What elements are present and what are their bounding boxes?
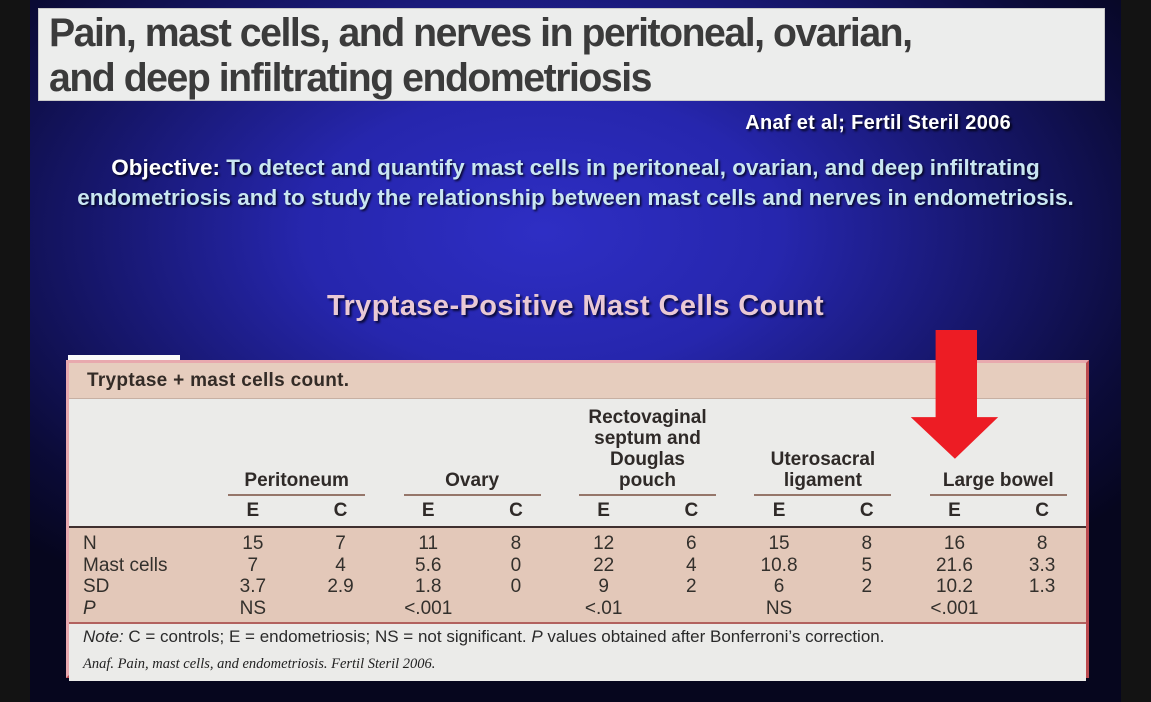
- group-peritoneum: Peritoneum: [209, 399, 384, 496]
- slide-title-line1: Pain, mast cells, and nerves in peritone…: [49, 11, 913, 55]
- group-large-bowel: Large bowel: [911, 399, 1086, 496]
- objective-label: Objective:: [111, 155, 221, 180]
- table-top-tab: [68, 355, 180, 360]
- subheader-e: E: [597, 500, 610, 521]
- table-row-mast-cells: Mast cells 7 4 5.6 0 22 4 10.8 5 21.6 3.…: [83, 554, 1056, 576]
- subheader-e: E: [421, 500, 435, 521]
- table-note: Note: C = controls; E = endometriosis; N…: [69, 622, 1086, 649]
- group-underline: [754, 494, 892, 496]
- table-row-n: N 15 7 11 8 12 6 15 8 16 8: [83, 533, 1048, 554]
- table-subheader-row: E C E C E C E C E C: [69, 496, 1086, 528]
- group-underline: [929, 494, 1067, 496]
- group-underline: [579, 494, 716, 496]
- subheader-e: E: [246, 500, 260, 521]
- table-row-p: P NS <.001 <.01 NS <.001: [83, 597, 979, 619]
- slide-title-line2: and deep infiltrating endometriosis: [49, 56, 652, 100]
- table-source-citation: Anaf. Pain, mast cells, and endometriosi…: [69, 649, 1086, 681]
- spacer-cell: [69, 399, 209, 496]
- subheader-e: E: [948, 500, 961, 521]
- objective-paragraph: Objective: To detect and quantify mast c…: [58, 153, 1093, 213]
- group-ovary: Ovary: [384, 399, 559, 496]
- group-underline: [403, 494, 541, 496]
- paper-citation: Anaf et al; Fertil Steril 2006: [745, 112, 1011, 134]
- spacer-cell: [69, 496, 209, 526]
- results-table: Tryptase + mast cells count. Peritoneum …: [66, 360, 1089, 681]
- table-caption: Tryptase + mast cells count.: [69, 363, 1086, 399]
- group-rectovaginal: Rectovaginal septum and Douglas pouch: [560, 399, 735, 496]
- subheader-c: C: [1035, 500, 1049, 521]
- subheader-e: E: [772, 500, 786, 521]
- group-underline: [228, 494, 366, 496]
- subheader-c: C: [859, 500, 874, 521]
- section-heading: Tryptase-Positive Mast Cells Count: [326, 290, 825, 322]
- group-uterosacral: Uterosacral ligament: [735, 399, 910, 496]
- subheader-c: C: [509, 500, 523, 521]
- objective-text: To detect and quantify mast cells in per…: [77, 155, 1074, 210]
- table-body: N 15 7 11 8 12 6 15 8 16 8 Mast cells 7 …: [69, 528, 1086, 622]
- table-row-sd: SD 3.7 2.9 1.8 0 9 2 6 2 10.2 1.3: [83, 576, 1056, 597]
- presentation-slide: Pain, mast cells, and nerves in peritone…: [30, 0, 1121, 702]
- title-banner: Pain, mast cells, and nerves in peritone…: [38, 8, 1105, 101]
- table-group-header-row: Peritoneum Ovary Rectovaginal septum and…: [69, 399, 1086, 496]
- subheader-c: C: [684, 500, 699, 521]
- subheader-c: C: [333, 500, 348, 521]
